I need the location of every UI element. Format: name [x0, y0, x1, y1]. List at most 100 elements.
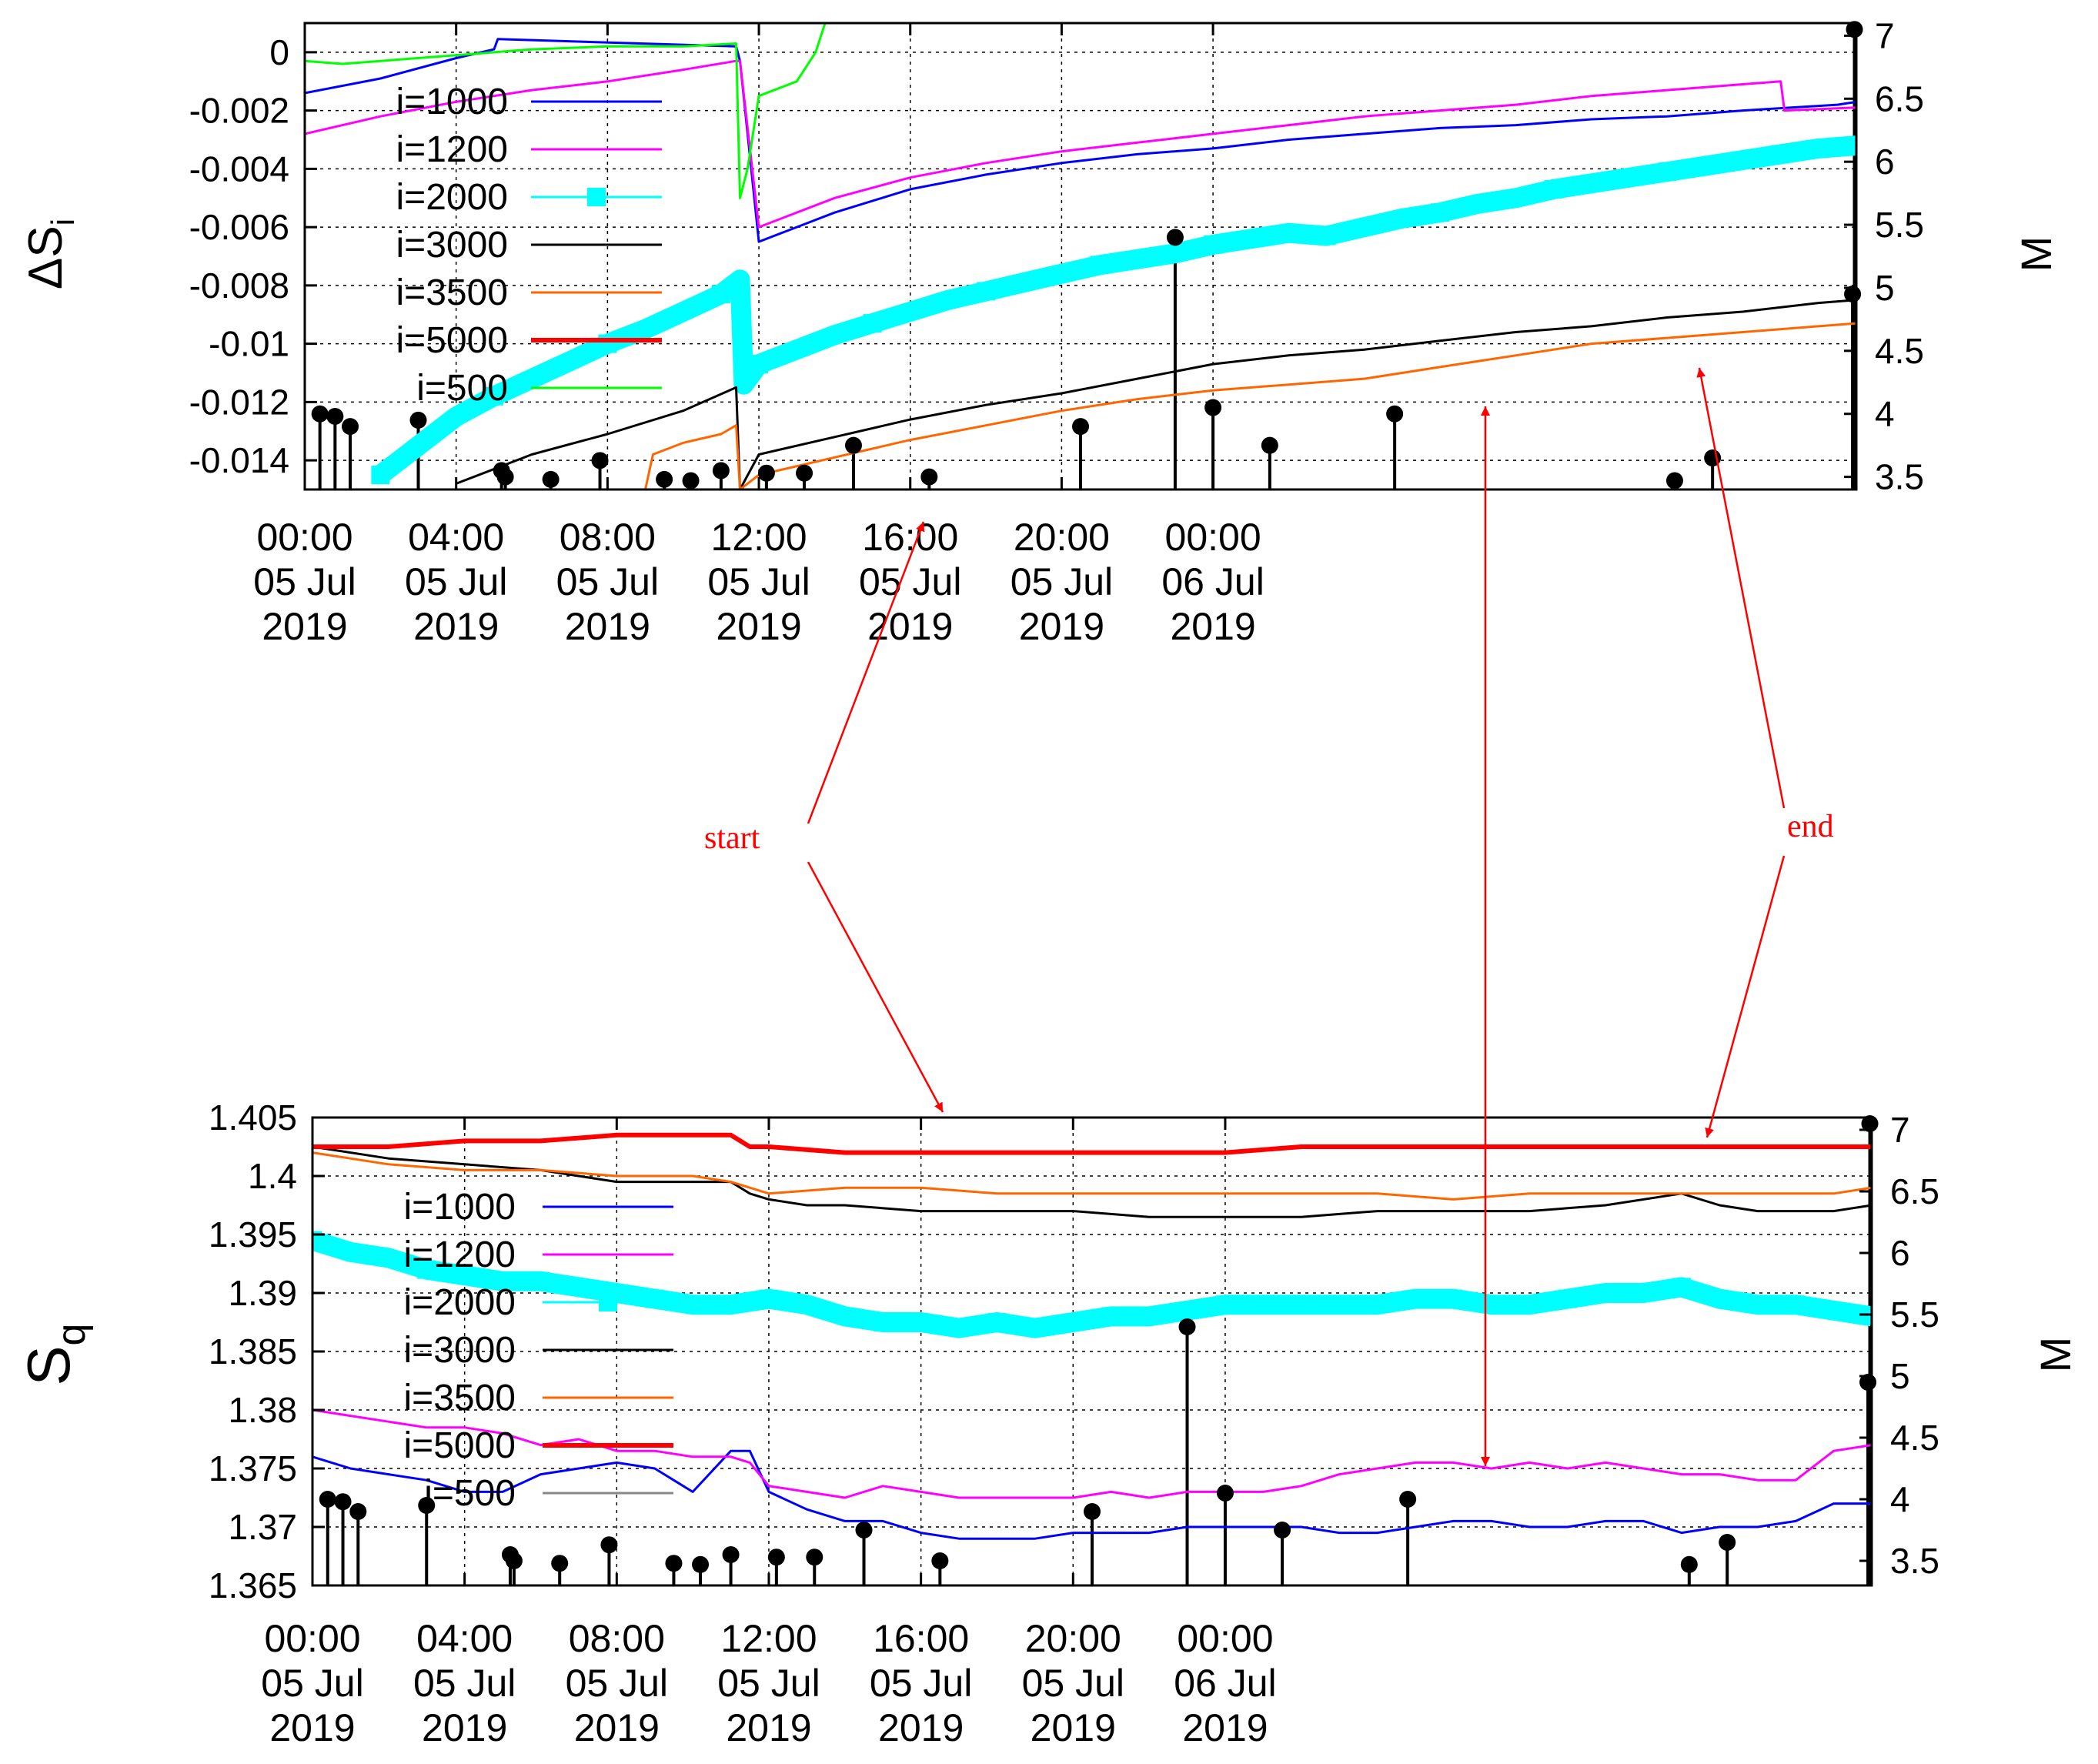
x-tick-label-time: 00:00: [1177, 1617, 1273, 1660]
plot-frame: [303, 22, 1858, 491]
y-tick-label: 1.4: [248, 1156, 297, 1196]
start-arrow-up: [807, 521, 925, 824]
y2-tick-label: 5.5: [1890, 1295, 1939, 1335]
x-tick-label-time: 12:00: [710, 516, 807, 559]
y2-tick-label: 5: [1875, 268, 1895, 308]
series-marker-i=2000: [1558, 1289, 1577, 1308]
series-marker-i=2000: [711, 285, 730, 304]
x-tick-label-year: 2019: [716, 605, 801, 648]
y2-tick-label: 3.5: [1890, 1541, 1939, 1581]
series-line-i=1000: [305, 38, 1856, 243]
earthquake-dot: [591, 452, 609, 469]
y-tick-label: -0.008: [189, 266, 289, 306]
earthquake-dots: [319, 1115, 1879, 1573]
earthquake-dot: [600, 1536, 618, 1554]
y2-tick-label: 3.5: [1875, 457, 1924, 497]
earthquake-dot: [665, 1555, 683, 1572]
x-tick-label-time: 00:00: [1165, 516, 1261, 559]
x-tick-label-date: 05 Jul: [556, 560, 659, 603]
y-tick-label: 1.39: [228, 1273, 297, 1313]
series-marker-i=2000: [417, 1260, 436, 1279]
x-tick-label-time: 04:00: [416, 1617, 513, 1660]
earthquake-dot: [1665, 472, 1683, 489]
y2-tick-label: 4: [1875, 394, 1895, 434]
earthquake-dot: [1178, 1318, 1196, 1335]
y-tick-label: 1.38: [228, 1390, 297, 1430]
series-marker-i=2000: [1431, 203, 1450, 222]
x-tick-label-year: 2019: [878, 1706, 964, 1749]
earthquake-dot: [920, 468, 938, 486]
series-marker-i=2000: [312, 1231, 322, 1250]
y2-tick-label: 5.5: [1875, 205, 1924, 245]
x-tick-label-time: 08:00: [560, 516, 656, 559]
x-tick-label-date: 05 Jul: [405, 560, 507, 603]
series-line-i=1000: [312, 1449, 1872, 1540]
series-marker-i=2000: [1101, 1307, 1121, 1326]
legend-label: i=5000: [404, 1425, 516, 1466]
y-tick-label: 0: [269, 32, 289, 72]
series-marker-i=2000: [1544, 179, 1563, 199]
x-tick-label-time: 16:00: [873, 1617, 969, 1660]
ticks: [311, 1116, 1872, 1587]
ticks: [303, 23, 1856, 489]
x-tick-label-date: 05 Jul: [261, 1662, 363, 1705]
series-line-i=1200: [312, 1408, 1872, 1499]
legend-label: i=5000: [396, 320, 508, 361]
legend: i=1000 i=1200 i=2000 i=3000 i=3500 i=5000 i=50…: [396, 82, 662, 409]
y-tick-label: 1.405: [209, 1097, 297, 1138]
x-tick-label-date: 05 Jul: [1011, 560, 1113, 603]
y-tick-label: -0.006: [189, 207, 289, 247]
y-axis-label: Sq: [15, 1324, 94, 1386]
earthquake-dot: [1072, 418, 1089, 436]
earthquake-dots: [311, 21, 1863, 489]
earthquake-dot: [722, 1546, 740, 1563]
x-tick-label-year: 2019: [867, 605, 953, 648]
series-marker-i=2000: [484, 386, 503, 406]
legend-label: i=2000: [396, 177, 508, 218]
earthquake-dot: [712, 462, 730, 479]
series-line-i=2000: [312, 1231, 1872, 1338]
top-panel-delta-s: 0 -0.002 -0.004 -0.006 -0.008 -0.01 -0.012 -0.0…: [19, 15, 2060, 648]
series-marker-i=2000: [977, 282, 996, 301]
legend-label: i=500: [424, 1473, 516, 1514]
earthquake-dot: [1216, 1485, 1234, 1502]
legend-label: i=3000: [404, 1330, 516, 1371]
start-arrow-down: [807, 861, 944, 1113]
series-line-i=3500: [312, 1151, 1872, 1201]
y-tick-label: 1.365: [209, 1565, 297, 1605]
earthquake-dot: [349, 1503, 367, 1520]
earthquake-dot: [496, 468, 514, 486]
earthquake-dot: [1084, 1503, 1101, 1520]
earthquake-dot: [656, 470, 673, 488]
y2-axis-label: M: [2031, 1337, 2080, 1373]
end-arrow-down: [1705, 855, 1786, 1138]
earthquake-dot: [1680, 1555, 1698, 1573]
x-tick-label-time: 00:00: [256, 516, 352, 559]
x-tick-label-year: 2019: [1182, 1706, 1268, 1749]
x-tick-label-date: 05 Jul: [1022, 1662, 1124, 1705]
y2-tick-label: 6: [1875, 142, 1895, 182]
series-marker-i=2000: [1204, 235, 1223, 254]
y-tick-label: 1.375: [209, 1448, 297, 1488]
x-tick-label-year: 2019: [574, 1706, 660, 1749]
legend-label: i=1200: [396, 129, 508, 170]
y-tick-label: -0.01: [209, 324, 289, 364]
x-tick-label-time: 20:00: [1025, 1617, 1121, 1660]
earthquake-dot: [1719, 1534, 1736, 1551]
series-marker-i=2000: [1672, 1278, 1691, 1297]
earthquake-dot: [1204, 399, 1222, 416]
series-marker-i=2000: [874, 1313, 893, 1331]
series-line-i=3000: [456, 299, 1856, 489]
series-line-i=500: [305, 23, 827, 199]
series-marker-i=2000: [759, 1289, 778, 1308]
x-tick-label-time: 20:00: [1014, 516, 1110, 559]
legend: i=1000 i=1200 i=2000 i=3000 i=3500 i=5000 i=50…: [404, 1187, 673, 1514]
y2-tick-label: 4.5: [1875, 331, 1924, 371]
earthquake-dot: [931, 1552, 949, 1569]
series-marker-i=2000: [1215, 1295, 1234, 1315]
series-marker-i=2000: [1786, 1295, 1806, 1315]
legend-marker: [599, 1293, 617, 1311]
legend-marker: [587, 188, 606, 206]
x-tick-label-year: 2019: [1019, 605, 1104, 648]
